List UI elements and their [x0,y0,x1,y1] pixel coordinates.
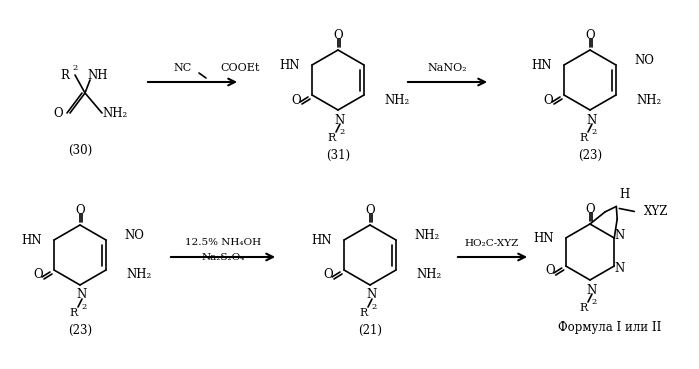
Text: 2: 2 [591,298,597,306]
Text: R: R [360,308,368,318]
Text: NC: NC [174,63,192,73]
Text: HO₂C-XYZ: HO₂C-XYZ [465,238,519,248]
Text: (23): (23) [578,148,602,162]
Text: O: O [333,28,343,41]
Text: O: O [323,269,333,282]
Text: N: N [587,283,597,297]
Text: 12.5% NH₄OH: 12.5% NH₄OH [185,238,261,246]
Text: (21): (21) [358,324,382,337]
Text: R: R [61,69,69,82]
Text: 2: 2 [591,128,597,136]
Text: HN: HN [280,59,300,72]
Text: XYZ: XYZ [644,205,669,218]
Text: NH₂: NH₂ [126,269,151,282]
Text: NH₂: NH₂ [384,93,409,107]
Text: N: N [77,289,87,301]
Text: 2: 2 [81,303,87,311]
Text: O: O [291,93,301,107]
Text: Формула I или II: Формула I или II [559,321,662,334]
Text: NO: NO [634,54,654,66]
Text: N: N [587,114,597,127]
Text: (31): (31) [326,148,350,162]
Text: O: O [34,269,43,282]
Text: H: H [619,188,629,201]
Text: N: N [335,114,345,127]
Text: NO: NO [124,228,144,241]
Text: (30): (30) [68,144,92,156]
Text: O: O [365,203,375,217]
Text: R: R [580,303,588,313]
Text: N: N [614,228,624,241]
Text: Na₂S₂O₄: Na₂S₂O₄ [201,254,245,262]
Text: N: N [367,289,377,301]
Text: NH: NH [88,69,108,82]
Text: NH₂: NH₂ [636,93,661,107]
Text: NaNO₂: NaNO₂ [427,63,467,73]
Text: O: O [53,107,63,120]
Text: O: O [585,203,595,215]
Text: COOEt: COOEt [220,63,259,73]
Text: HN: HN [22,234,42,246]
Text: O: O [543,93,553,107]
Text: 2: 2 [340,128,345,136]
Text: R: R [328,133,336,143]
Text: O: O [75,203,85,217]
Text: 2: 2 [371,303,377,311]
Text: HN: HN [531,59,552,72]
Text: N: N [614,262,624,276]
Text: NH₂: NH₂ [416,269,441,282]
Text: R: R [580,133,588,143]
Text: HN: HN [312,234,332,246]
Text: O: O [585,28,595,41]
Text: NH₂: NH₂ [102,107,128,120]
Text: R: R [70,308,78,318]
Text: HN: HN [533,231,554,245]
Text: (23): (23) [68,324,92,337]
Text: NH₂: NH₂ [414,228,439,241]
Text: 2: 2 [73,64,78,72]
Text: O: O [545,265,554,277]
